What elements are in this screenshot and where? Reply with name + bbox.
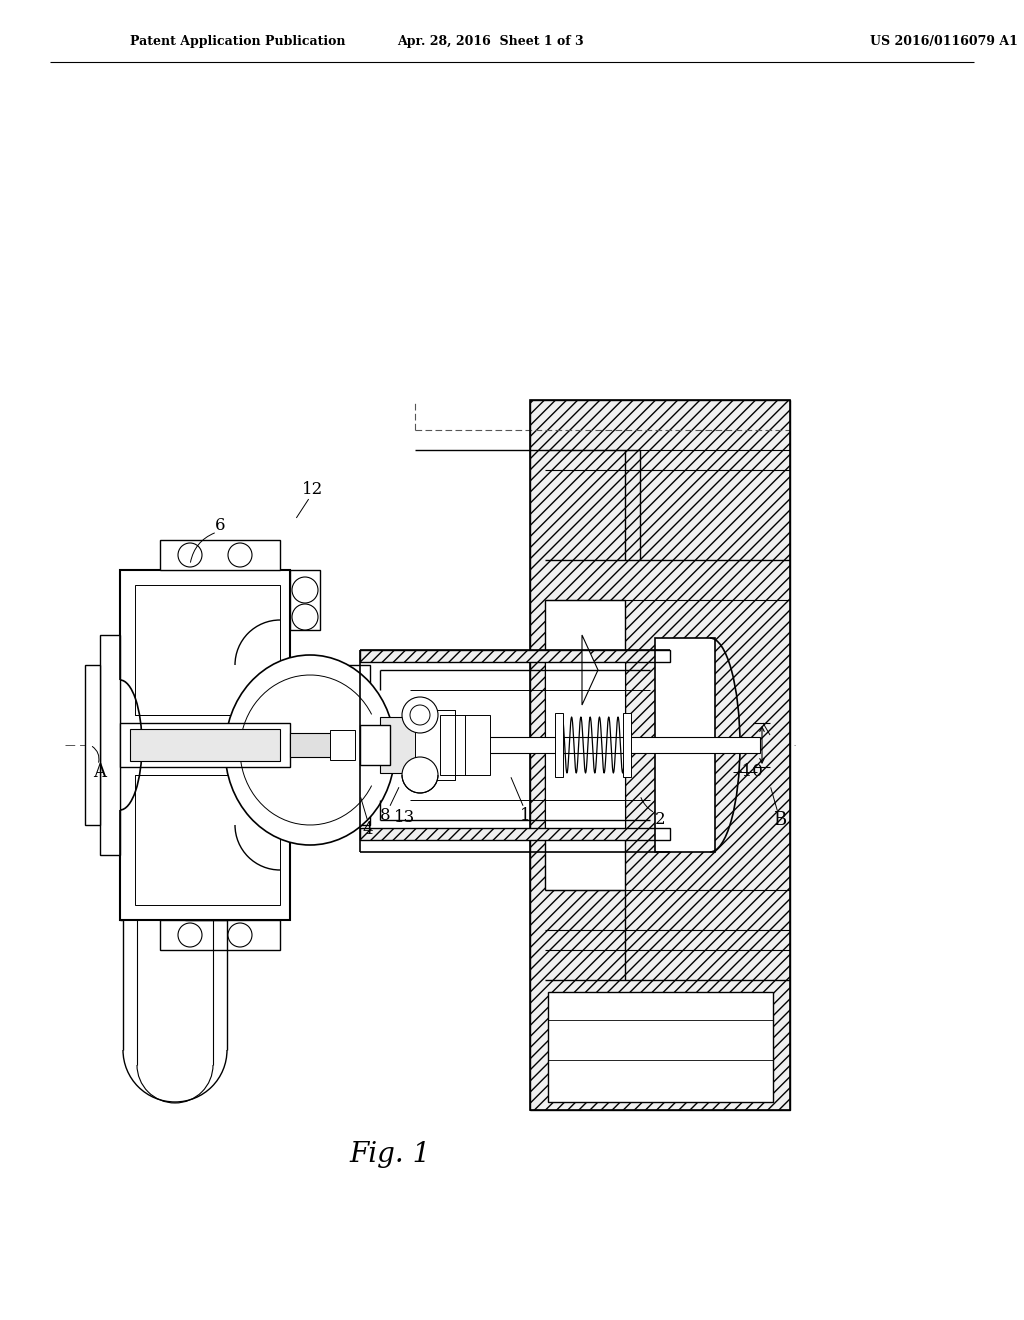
Bar xyxy=(548,993,773,1102)
Text: 8: 8 xyxy=(380,807,390,824)
Bar xyxy=(290,570,319,630)
Bar xyxy=(160,920,280,950)
Bar xyxy=(440,715,490,775)
Bar xyxy=(135,585,280,715)
Text: -10: -10 xyxy=(736,763,763,780)
Bar xyxy=(545,660,625,830)
Bar xyxy=(655,638,715,851)
Ellipse shape xyxy=(225,655,395,845)
Bar xyxy=(360,649,670,663)
Bar xyxy=(135,775,280,906)
Bar xyxy=(415,710,455,780)
Circle shape xyxy=(178,923,202,946)
Bar xyxy=(530,400,790,1110)
Text: Patent Application Publication: Patent Application Publication xyxy=(130,36,345,49)
Bar xyxy=(623,713,631,777)
Bar xyxy=(120,723,290,767)
Text: Fig. 1: Fig. 1 xyxy=(349,1142,431,1168)
Text: 13: 13 xyxy=(394,808,416,825)
Polygon shape xyxy=(582,635,598,705)
Bar xyxy=(360,725,390,766)
Circle shape xyxy=(292,605,318,630)
Bar xyxy=(360,649,670,663)
Bar xyxy=(380,737,760,752)
Circle shape xyxy=(410,705,430,725)
Bar xyxy=(290,733,340,756)
Bar xyxy=(130,729,280,762)
Circle shape xyxy=(228,923,252,946)
Text: US 2016/0116079 A1: US 2016/0116079 A1 xyxy=(870,36,1018,49)
Bar xyxy=(85,665,100,825)
Text: A: A xyxy=(93,763,106,781)
Circle shape xyxy=(402,756,438,793)
Bar xyxy=(120,570,290,920)
Bar xyxy=(280,665,370,825)
Text: 4: 4 xyxy=(362,821,374,838)
Circle shape xyxy=(292,577,318,603)
Text: Apr. 28, 2016  Sheet 1 of 3: Apr. 28, 2016 Sheet 1 of 3 xyxy=(396,36,584,49)
Bar xyxy=(530,400,790,1110)
Circle shape xyxy=(402,697,438,733)
Bar xyxy=(380,717,460,774)
Bar xyxy=(360,828,670,840)
Text: 6: 6 xyxy=(215,516,225,533)
Bar xyxy=(100,635,120,855)
Bar xyxy=(545,601,625,890)
Bar xyxy=(555,713,563,777)
Bar xyxy=(160,540,280,570)
Bar xyxy=(330,730,355,760)
Text: 1: 1 xyxy=(520,807,530,824)
Circle shape xyxy=(228,543,252,568)
Text: 2: 2 xyxy=(654,812,666,829)
Bar xyxy=(360,828,670,840)
Text: B: B xyxy=(773,810,786,829)
Circle shape xyxy=(178,543,202,568)
Text: 12: 12 xyxy=(302,482,324,499)
